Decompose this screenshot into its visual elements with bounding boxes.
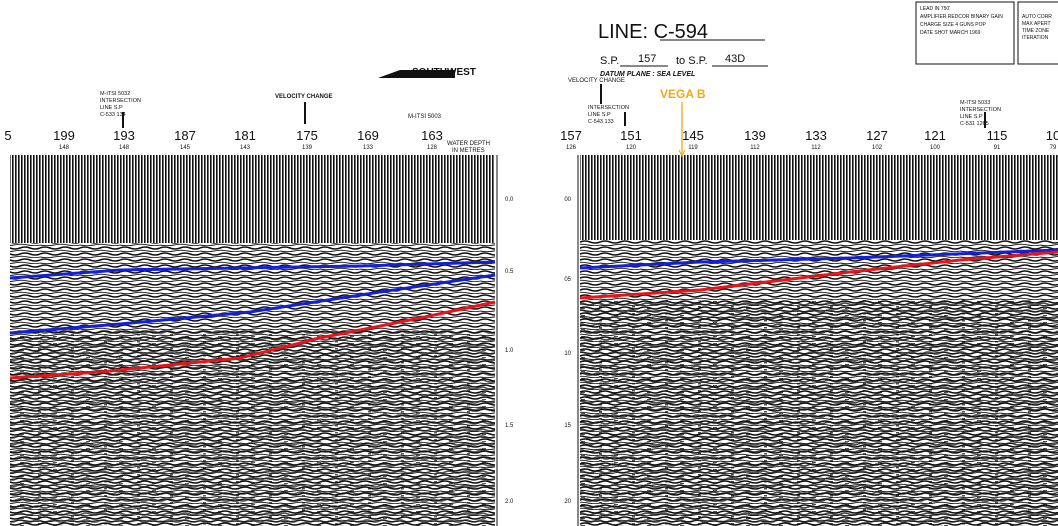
shotpoint-label: 169 (357, 128, 379, 143)
water-depth-label: 148 (59, 145, 70, 151)
intersection-label: C-531 1265 (960, 121, 989, 127)
intersection-label: C-543 133 (588, 119, 614, 125)
header-field: TIME ZONE (1022, 28, 1050, 34)
sp-to: 43D (725, 53, 745, 65)
tie-label: M-ITSI 5003 (408, 114, 442, 120)
water-depth-label: 100 (930, 145, 941, 151)
water-depth-label: 119 (688, 145, 698, 151)
time-label: 10 (564, 351, 571, 357)
time-label: 2.0 (505, 499, 514, 505)
water-depth-label: 139 (302, 145, 313, 151)
time-label: 20 (564, 499, 571, 505)
water-depth-label: 128 (427, 145, 438, 151)
shotpoint-label: 151 (620, 128, 642, 143)
water-depth-label: 145 (180, 145, 191, 151)
water-depth: WATER DEPTH (447, 141, 490, 147)
water-depth-label: 148 (119, 145, 130, 151)
water-depth-label: 143 (240, 145, 251, 151)
header-field: ITERATION (1022, 35, 1049, 41)
shotpoint-label: 163 (421, 128, 443, 143)
shotpoint-label: 199 (53, 128, 75, 143)
left-seismic (9, 155, 498, 526)
intersection-label: LINE S.P (960, 114, 983, 120)
shotpoint-label: 187 (174, 128, 196, 143)
water-depth-label: 126 (566, 145, 577, 151)
velocity-change: VELOCITY CHANGE (568, 78, 625, 84)
intersection-label: LINE S.P (588, 112, 611, 118)
time-label: 1.5 (505, 423, 514, 429)
shotpoint-label: 115 (987, 128, 1008, 143)
time-label: 0.0 (505, 197, 514, 203)
water-depth-label: 120 (626, 145, 637, 151)
shotpoint-label: 5 (4, 128, 11, 143)
time-label: 05 (564, 277, 571, 283)
direction: SOUTHWEST (412, 67, 476, 78)
shotpoint-label: 193 (113, 128, 135, 143)
time-label: 1.0 (505, 348, 514, 354)
water-depth-label: 79 (1050, 145, 1057, 151)
time-label: 0.5 (505, 269, 514, 275)
water-depth-label: 112 (750, 145, 760, 151)
right-seismic (577, 155, 1058, 526)
shotpoint-label: 121 (924, 128, 946, 143)
header-field: MAX APERT (1022, 21, 1051, 27)
line-title: LINE: C-594 (598, 21, 708, 43)
water-depth-label: 112 (811, 145, 821, 151)
water-depth-label: 91 (994, 145, 1001, 151)
shotpoint-label: 127 (866, 128, 888, 143)
intersection-label: INTERSECTION (588, 105, 629, 111)
water-depth-label: 133 (363, 145, 374, 151)
velocity-change: VELOCITY CHANGE (275, 94, 333, 100)
sp-label: S.P. (600, 55, 619, 67)
intersection-label: INTERSECTION (100, 98, 141, 104)
sp-from: 157 (638, 53, 656, 65)
header-field: AMPLIFIER REDCOR BINARY GAIN (920, 14, 1003, 20)
header-field: CHARGE SIZE 4 GUNS POP (920, 22, 987, 28)
shotpoint-label: 145 (682, 128, 704, 143)
datum: DATUM PLANE : SEA LEVEL (600, 71, 695, 78)
intersection-label: C-533 134 (100, 112, 126, 118)
intersection-label: LINE S.P (100, 105, 123, 111)
header-field: LEAD IN 750' (920, 6, 950, 12)
intersection-label: M-ITSI 5032 (100, 91, 130, 97)
water-depth: IN METRES (452, 148, 485, 154)
shotpoint-label: 139 (744, 128, 766, 143)
shotpoint-label: 181 (234, 128, 256, 143)
shotpoint-label: 133 (805, 128, 827, 143)
shotpoint-label: 175 (296, 128, 318, 143)
time-label: 15 (564, 423, 571, 429)
intersection-label: M-ITSI 5033 (960, 100, 990, 106)
shotpoint-label: 10 (1046, 128, 1058, 143)
well-label: VEGA B (660, 87, 706, 101)
water-depth-label: 102 (872, 145, 883, 151)
header-field: AUTO CORR (1022, 14, 1052, 20)
header-field: DATE SHOT MARCH 1969 (920, 30, 981, 36)
intersection-label: INTERSECTION (960, 107, 1001, 113)
shotpoint-label: 157 (560, 128, 582, 143)
time-label: 00 (564, 197, 571, 203)
sp-to-label: to S.P. (676, 55, 708, 67)
